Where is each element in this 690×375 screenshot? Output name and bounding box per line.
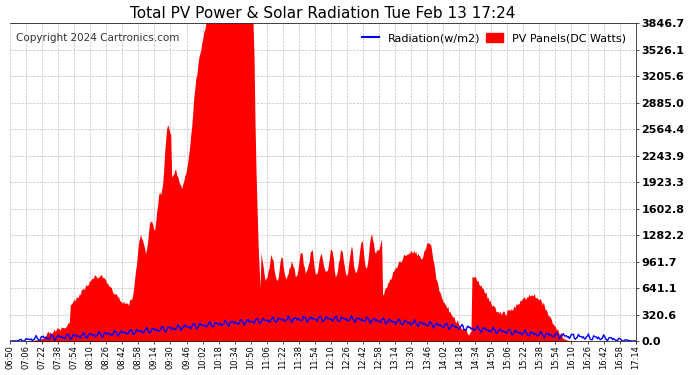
Legend: Radiation(w/m2), PV Panels(DC Watts): Radiation(w/m2), PV Panels(DC Watts): [358, 28, 630, 48]
Title: Total PV Power & Solar Radiation Tue Feb 13 17:24: Total PV Power & Solar Radiation Tue Feb…: [130, 6, 515, 21]
Text: Copyright 2024 Cartronics.com: Copyright 2024 Cartronics.com: [17, 33, 179, 43]
